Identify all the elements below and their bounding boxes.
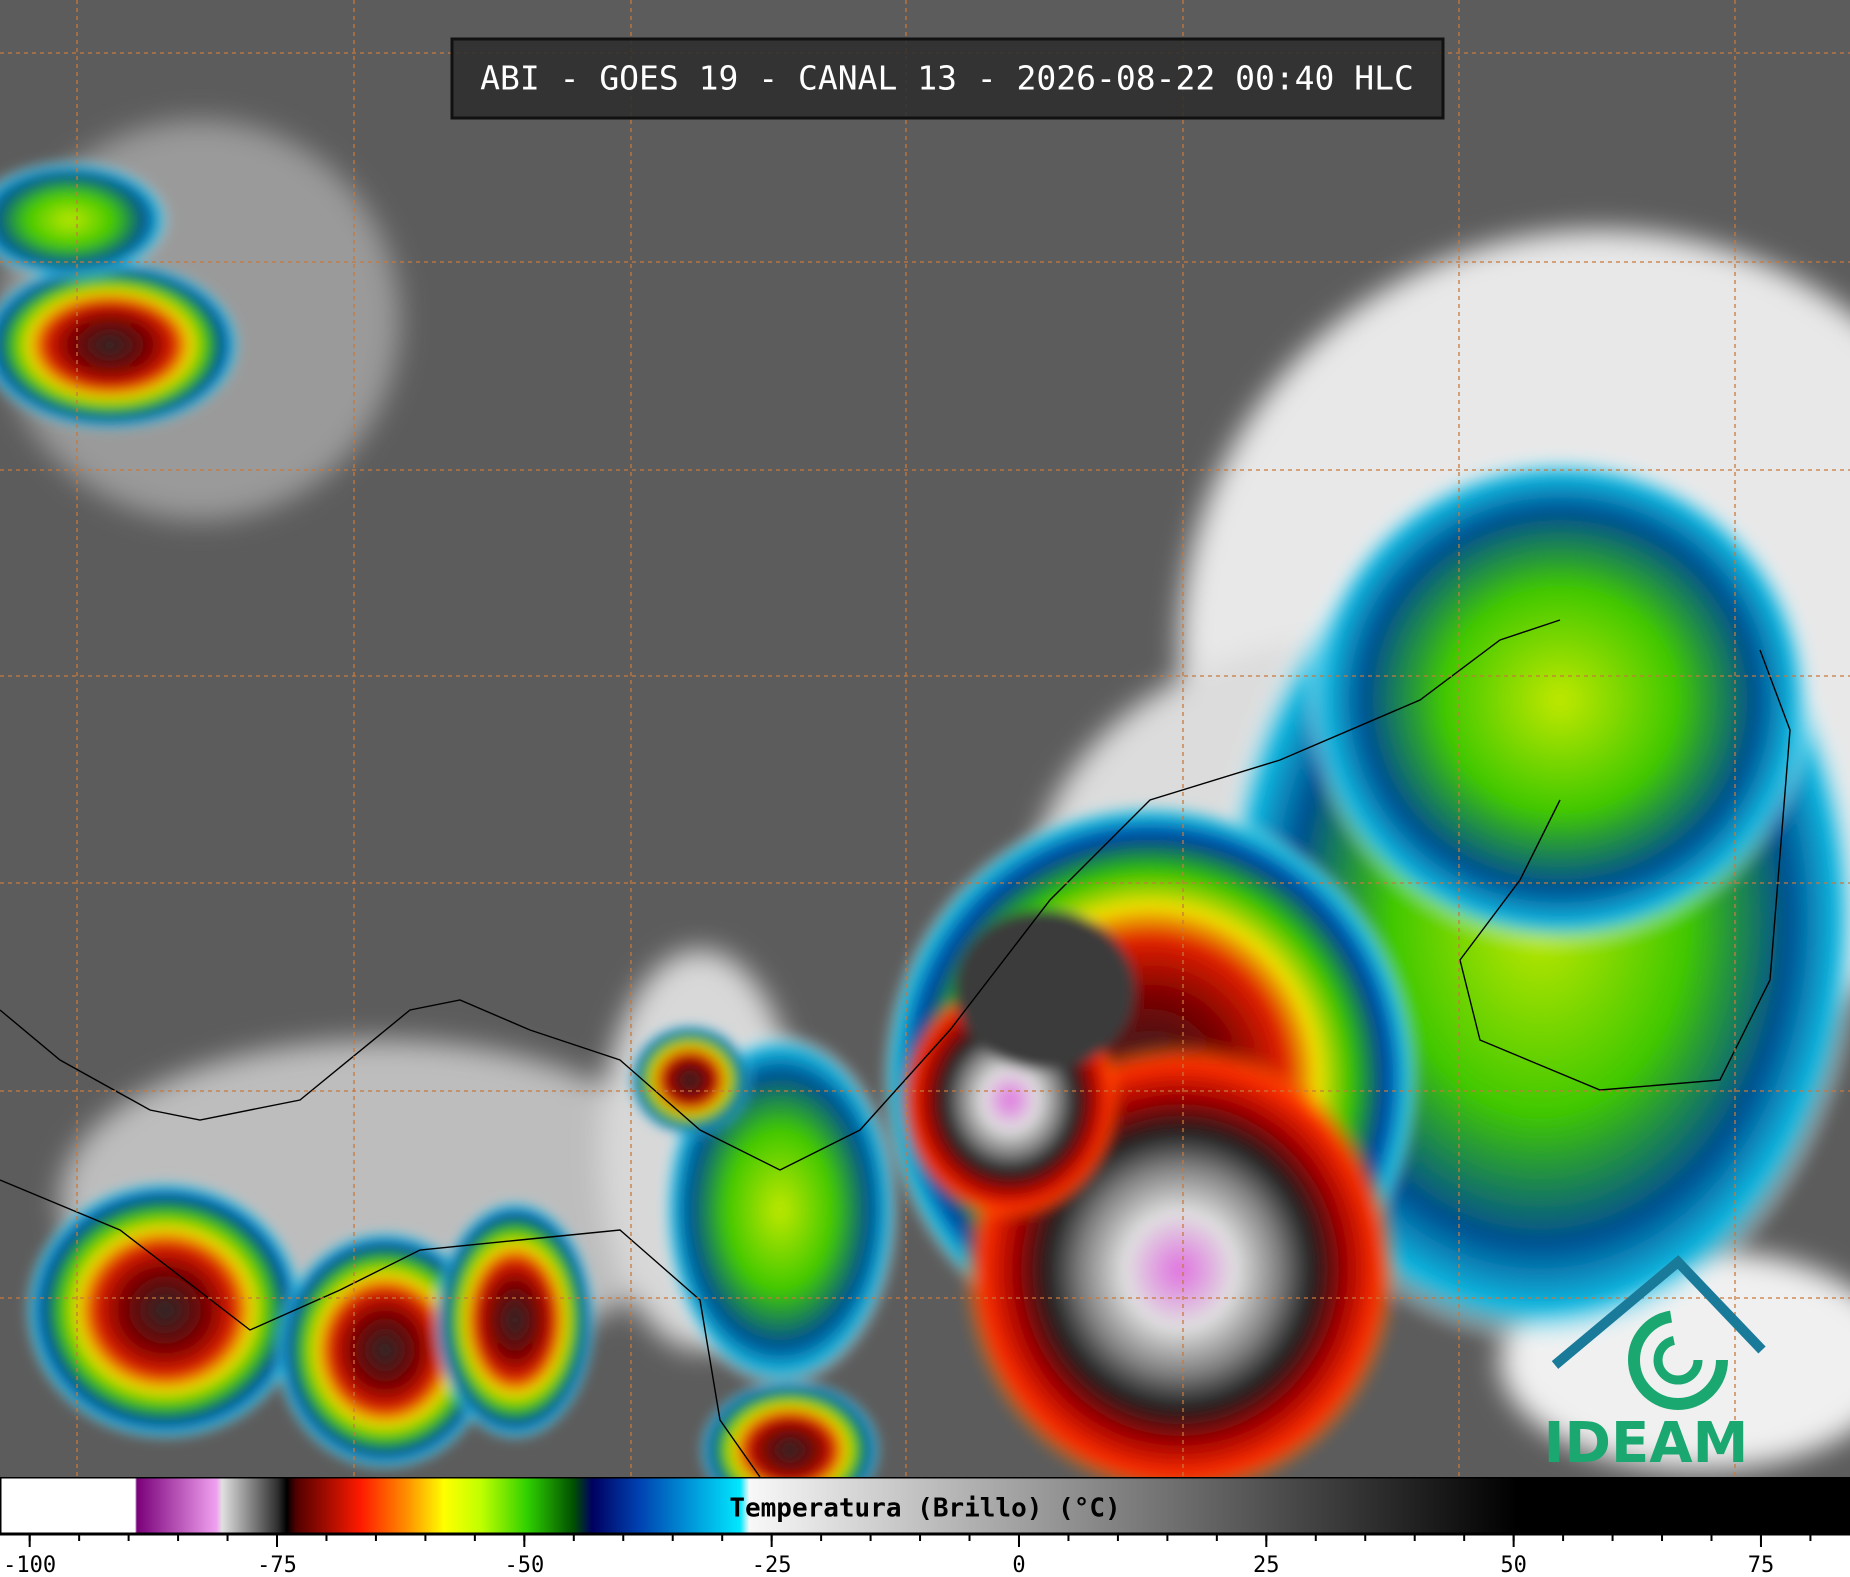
tick-label: 25: [1253, 1553, 1280, 1577]
colorbar-ramp: [0, 1477, 1850, 1536]
colorbar-label: Temperatura (Brillo) (°C): [729, 1494, 1120, 1524]
colorbar: Temperatura (Brillo) (°C) -100 -75 -50 -25 0…: [0, 1477, 1850, 1577]
logo: IDEAM: [1544, 1255, 1766, 1476]
logo-text: IDEAM: [1544, 1411, 1749, 1476]
tick-label: 75: [1748, 1553, 1775, 1577]
graticule: [0, 0, 1850, 1477]
tick-label: 0: [1012, 1553, 1025, 1577]
title-box: [450, 37, 1445, 120]
satellite-image: ABI - GOES 19 - CANAL 13 - 2026-08-22 00…: [0, 0, 1850, 1477]
storms: [0, 160, 1850, 1477]
tick-label: -100: [3, 1553, 56, 1577]
tick-label: 50: [1500, 1553, 1527, 1577]
coastlines: [0, 619, 1791, 1477]
title: ABI - GOES 19 - CANAL 13 - 2026-08-22 00…: [480, 59, 1414, 98]
tick-label: -75: [257, 1553, 297, 1577]
tick-label: -50: [504, 1553, 544, 1577]
tick-label: -25: [752, 1553, 792, 1577]
